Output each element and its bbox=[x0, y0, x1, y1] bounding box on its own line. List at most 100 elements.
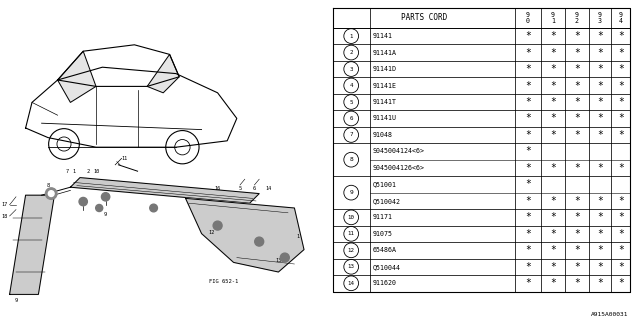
Circle shape bbox=[45, 188, 57, 199]
Circle shape bbox=[255, 237, 264, 246]
Text: *: * bbox=[597, 81, 603, 91]
Text: *: * bbox=[574, 97, 580, 107]
Circle shape bbox=[79, 197, 87, 206]
Text: *: * bbox=[574, 163, 580, 173]
Text: 3: 3 bbox=[349, 67, 353, 72]
Text: *: * bbox=[525, 114, 531, 124]
Text: 11: 11 bbox=[122, 156, 128, 161]
Text: 10: 10 bbox=[348, 215, 355, 220]
Text: *: * bbox=[525, 81, 531, 91]
Text: 91141E: 91141E bbox=[372, 83, 397, 89]
Text: *: * bbox=[550, 278, 556, 288]
Text: *: * bbox=[618, 48, 624, 58]
Text: *: * bbox=[597, 245, 603, 255]
Text: 91048: 91048 bbox=[372, 132, 393, 138]
Circle shape bbox=[213, 221, 222, 230]
Text: 9: 9 bbox=[349, 190, 353, 195]
Text: 5: 5 bbox=[239, 186, 241, 191]
Text: 4: 4 bbox=[349, 83, 353, 88]
Text: 16: 16 bbox=[214, 186, 221, 191]
Text: *: * bbox=[618, 245, 624, 255]
Text: *: * bbox=[618, 31, 624, 41]
Text: *: * bbox=[574, 114, 580, 124]
Text: *: * bbox=[618, 114, 624, 124]
Text: *: * bbox=[525, 31, 531, 41]
Text: *: * bbox=[525, 262, 531, 272]
Circle shape bbox=[96, 204, 102, 212]
Text: 1: 1 bbox=[349, 34, 353, 39]
Text: 7: 7 bbox=[66, 169, 68, 174]
Text: *: * bbox=[525, 180, 531, 189]
Circle shape bbox=[150, 204, 157, 212]
Text: 91141T: 91141T bbox=[372, 99, 397, 105]
Text: *: * bbox=[618, 278, 624, 288]
Text: 10: 10 bbox=[93, 169, 99, 174]
Text: *: * bbox=[597, 64, 603, 74]
Text: *: * bbox=[574, 212, 580, 222]
Text: A915A00031: A915A00031 bbox=[591, 312, 628, 317]
Text: *: * bbox=[574, 229, 580, 239]
Text: 6: 6 bbox=[253, 186, 256, 191]
Text: *: * bbox=[574, 196, 580, 206]
Text: *: * bbox=[574, 130, 580, 140]
Text: *: * bbox=[597, 31, 603, 41]
Circle shape bbox=[280, 253, 289, 262]
Text: *: * bbox=[597, 48, 603, 58]
Text: *: * bbox=[597, 278, 603, 288]
Text: 1: 1 bbox=[72, 169, 75, 174]
Text: 14: 14 bbox=[348, 281, 355, 286]
Polygon shape bbox=[10, 195, 54, 294]
Text: 9
0: 9 0 bbox=[526, 12, 530, 24]
Text: *: * bbox=[550, 114, 556, 124]
Text: *: * bbox=[574, 278, 580, 288]
Text: 9
1: 9 1 bbox=[551, 12, 555, 24]
Text: Q51001: Q51001 bbox=[372, 181, 396, 188]
Text: *: * bbox=[597, 196, 603, 206]
Text: *: * bbox=[550, 245, 556, 255]
Text: *: * bbox=[525, 229, 531, 239]
Circle shape bbox=[101, 193, 110, 201]
Text: *: * bbox=[525, 212, 531, 222]
Text: *: * bbox=[618, 212, 624, 222]
Polygon shape bbox=[186, 198, 304, 272]
Text: *: * bbox=[597, 229, 603, 239]
Polygon shape bbox=[58, 51, 96, 102]
Text: 18: 18 bbox=[2, 213, 8, 219]
Text: S045004124<6>: S045004124<6> bbox=[372, 148, 424, 155]
Text: Q510044: Q510044 bbox=[372, 264, 401, 270]
Text: 12: 12 bbox=[208, 229, 214, 235]
Text: 7: 7 bbox=[349, 132, 353, 138]
Text: *: * bbox=[574, 245, 580, 255]
Text: 6: 6 bbox=[349, 116, 353, 121]
Text: 911620: 911620 bbox=[372, 280, 397, 286]
Text: *: * bbox=[525, 278, 531, 288]
Text: 14: 14 bbox=[266, 186, 272, 191]
Text: 91141A: 91141A bbox=[372, 50, 397, 56]
Text: 8: 8 bbox=[349, 157, 353, 162]
Text: *: * bbox=[550, 48, 556, 58]
Text: 91141U: 91141U bbox=[372, 116, 397, 122]
Text: *: * bbox=[574, 262, 580, 272]
Text: *: * bbox=[618, 262, 624, 272]
Text: *: * bbox=[525, 196, 531, 206]
Text: *: * bbox=[597, 262, 603, 272]
Text: *: * bbox=[525, 245, 531, 255]
Text: 9
3: 9 3 bbox=[598, 12, 602, 24]
Polygon shape bbox=[70, 178, 259, 203]
Circle shape bbox=[49, 191, 54, 196]
Text: *: * bbox=[525, 64, 531, 74]
Text: *: * bbox=[597, 130, 603, 140]
Text: *: * bbox=[618, 81, 624, 91]
Text: 9
2: 9 2 bbox=[575, 12, 579, 24]
Text: 9: 9 bbox=[15, 298, 17, 303]
Text: *: * bbox=[550, 212, 556, 222]
Text: *: * bbox=[525, 147, 531, 156]
Text: *: * bbox=[550, 31, 556, 41]
Text: *: * bbox=[550, 229, 556, 239]
Text: *: * bbox=[574, 31, 580, 41]
Text: S045004126<6>: S045004126<6> bbox=[372, 165, 424, 171]
Text: FIG 652-1: FIG 652-1 bbox=[209, 279, 239, 284]
Text: 11: 11 bbox=[348, 231, 355, 236]
Text: *: * bbox=[525, 97, 531, 107]
Text: *: * bbox=[525, 130, 531, 140]
